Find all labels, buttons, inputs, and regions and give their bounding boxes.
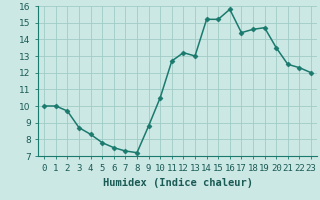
X-axis label: Humidex (Indice chaleur): Humidex (Indice chaleur) xyxy=(103,178,252,188)
